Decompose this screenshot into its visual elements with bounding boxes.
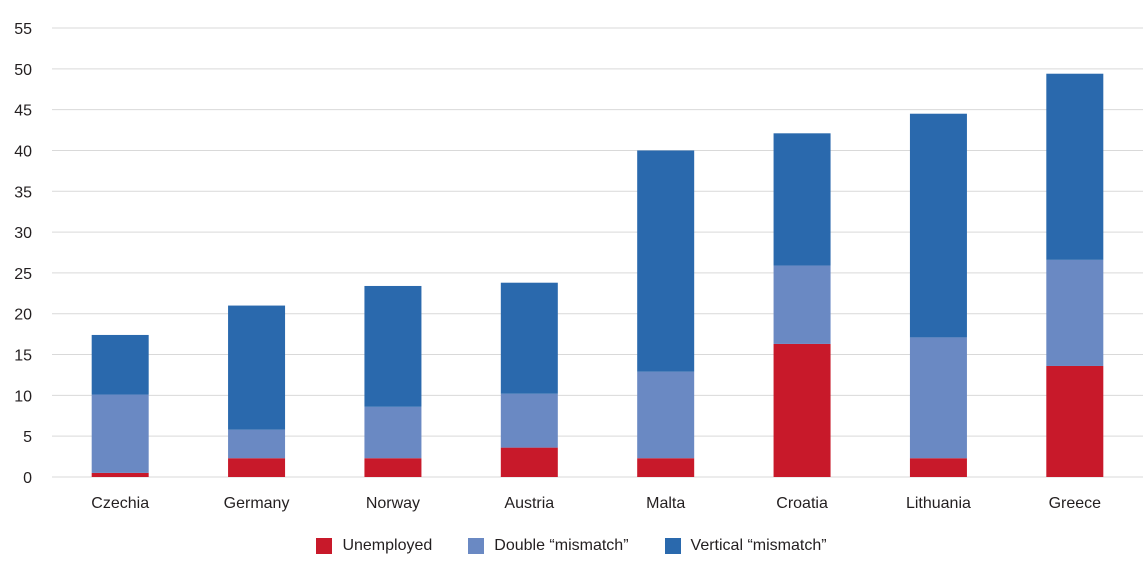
y-tick-label: 35: [14, 184, 32, 201]
legend: Unemployed Double “mismatch” Vertical “m…: [0, 537, 1143, 555]
bar-segment: [364, 406, 422, 459]
y-axis-tick-labels: 0 5 10 15 20 25 30 35 40 45 50 55: [14, 21, 32, 487]
gridlines: [52, 27, 1143, 478]
bar-segment: [637, 371, 695, 459]
bar-segment: [364, 458, 422, 477]
legend-item-vertical-mismatch: Vertical “mismatch”: [664, 537, 827, 555]
bar-segment: [1046, 259, 1104, 366]
bar-segment: [909, 113, 967, 338]
bar-segment: [773, 343, 831, 477]
x-category-label: Lithuania: [906, 495, 971, 512]
x-category-label: Malta: [646, 495, 685, 512]
legend-item-double-mismatch: Double “mismatch”: [468, 537, 629, 555]
x-category-label: Norway: [366, 495, 420, 512]
x-category-label: Austria: [504, 495, 554, 512]
bar-segment: [909, 458, 967, 477]
y-tick-label: 30: [14, 225, 32, 242]
y-tick-label: 40: [14, 143, 32, 160]
y-tick-label: 5: [23, 429, 32, 446]
bar-segment: [228, 305, 286, 430]
bar-segment: [909, 337, 967, 459]
bar-segment: [500, 447, 558, 477]
y-tick-label: 0: [23, 470, 32, 487]
legend-swatch-double-mismatch: [468, 538, 485, 554]
y-tick-label: 55: [14, 21, 32, 38]
bar-segment: [637, 458, 695, 477]
bar-segment: [364, 285, 422, 407]
bar-segment: [228, 458, 286, 477]
y-tick-label: 20: [14, 307, 32, 324]
x-category-label: Germany: [224, 495, 290, 512]
y-tick-label: 10: [14, 388, 32, 405]
bar-segment: [500, 282, 558, 394]
y-tick-label: 45: [14, 103, 32, 120]
x-category-label: Czechia: [91, 495, 149, 512]
legend-label-vertical-mismatch: Vertical “mismatch”: [690, 537, 827, 554]
x-category-label: Greece: [1049, 495, 1102, 512]
legend-swatch-vertical-mismatch: [664, 538, 681, 554]
y-tick-label: 50: [14, 62, 32, 79]
bar-segment: [500, 393, 558, 448]
x-category-label: Croatia: [776, 495, 828, 512]
legend-item-unemployed: Unemployed: [316, 537, 432, 555]
bar-segment: [773, 265, 831, 344]
x-axis-category-labels: Czechia Germany Norway Austria Malta Croatia L…: [91, 495, 1101, 512]
bar-segment: [228, 429, 286, 459]
bar-segment: [637, 150, 695, 372]
bar-segment: [1046, 365, 1104, 477]
bar-segment: [91, 334, 149, 395]
legend-swatch-unemployed: [316, 538, 333, 554]
y-tick-label: 25: [14, 266, 32, 283]
bar-segment: [91, 394, 149, 473]
y-tick-label: 15: [14, 348, 32, 365]
bar-segment: [1046, 73, 1104, 260]
stacked-bar-chart: 0 5 10 15 20 25 30 35 40 45 50 55 Czechia Germany Nor…: [14, 21, 1143, 512]
bar-segment: [91, 472, 149, 477]
legend-label-double-mismatch: Double “mismatch”: [494, 537, 629, 554]
bars: [91, 73, 1104, 477]
bar-segment: [773, 133, 831, 266]
legend-label-unemployed: Unemployed: [342, 537, 433, 554]
